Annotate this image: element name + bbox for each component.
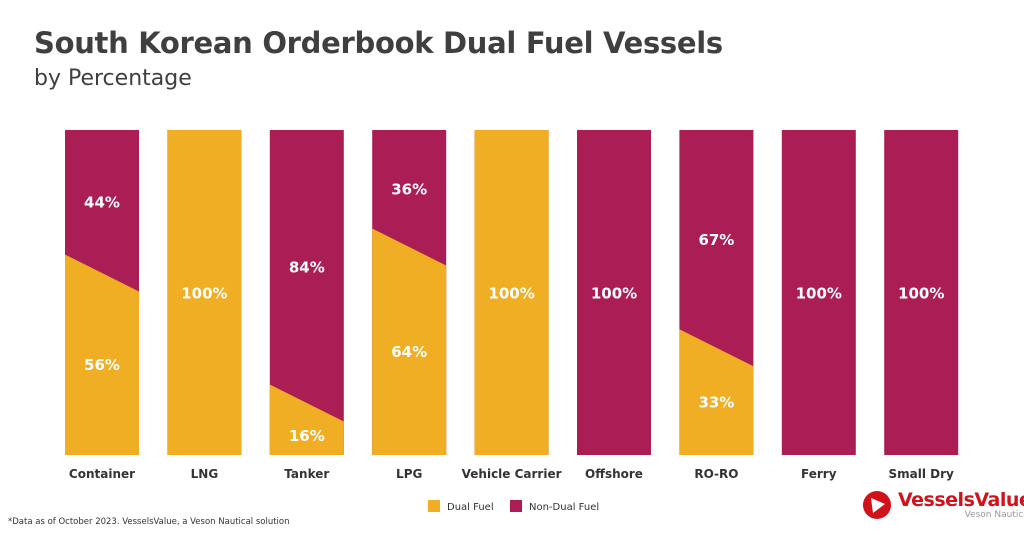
chart-subtitle: by Percentage <box>34 66 192 91</box>
label-non-dual-fuel: 67% <box>698 231 734 249</box>
legend-swatch <box>510 500 522 512</box>
x-tick-label: Container <box>69 467 135 481</box>
logo-icon <box>863 491 891 519</box>
bar-non-dual-fuel <box>781 130 856 455</box>
legend-label: Non-Dual Fuel <box>529 502 599 513</box>
x-tick-label: LPG <box>396 467 422 481</box>
label-dual-fuel: 56% <box>84 356 120 374</box>
legend-label: Dual Fuel <box>447 502 494 513</box>
label-non-dual-fuel: 44% <box>84 194 120 212</box>
x-tick-label: RO-RO <box>694 467 738 481</box>
x-tick-label: Vehicle Carrier <box>462 467 562 481</box>
bar-dual-fuel <box>269 384 344 455</box>
legend-swatch <box>428 500 440 512</box>
bar-dual-fuel <box>65 254 139 455</box>
bar-non-dual-fuel <box>577 130 651 455</box>
chart-title: South Korean Orderbook Dual Fuel Vessels <box>34 26 723 60</box>
x-tick-label: Offshore <box>585 467 643 481</box>
logo-brand: VesselsValue <box>898 489 1024 511</box>
label-non-dual-fuel: 84% <box>289 259 325 277</box>
label-dual-fuel: 100% <box>181 285 227 303</box>
bar-dual-fuel <box>474 130 549 455</box>
label-dual-fuel: 33% <box>698 393 734 411</box>
label-dual-fuel: 64% <box>391 343 427 361</box>
bar-dual-fuel <box>372 228 447 455</box>
x-tick-label: Small Dry <box>889 467 955 481</box>
label-non-dual-fuel: 36% <box>391 181 427 199</box>
footnote: *Data as of October 2023. VesselsValue, … <box>8 517 290 527</box>
x-tick-label: Tanker <box>284 467 329 481</box>
bar-non-dual-fuel <box>884 130 959 455</box>
label-dual-fuel: 16% <box>289 427 325 445</box>
bar-dual-fuel <box>167 130 242 455</box>
vesselsvalue-logo: VesselsValue Veson Nautical <box>862 490 1024 520</box>
bar-dual-fuel <box>679 329 754 455</box>
logo-sub: Veson Nautical <box>964 510 1024 520</box>
label-non-dual-fuel: 100% <box>591 285 637 303</box>
label-non-dual-fuel: 100% <box>796 285 842 303</box>
label-non-dual-fuel: 100% <box>898 285 944 303</box>
x-tick-label: LNG <box>191 467 219 481</box>
x-tick-label: Ferry <box>801 467 837 481</box>
label-dual-fuel: 100% <box>488 285 534 303</box>
